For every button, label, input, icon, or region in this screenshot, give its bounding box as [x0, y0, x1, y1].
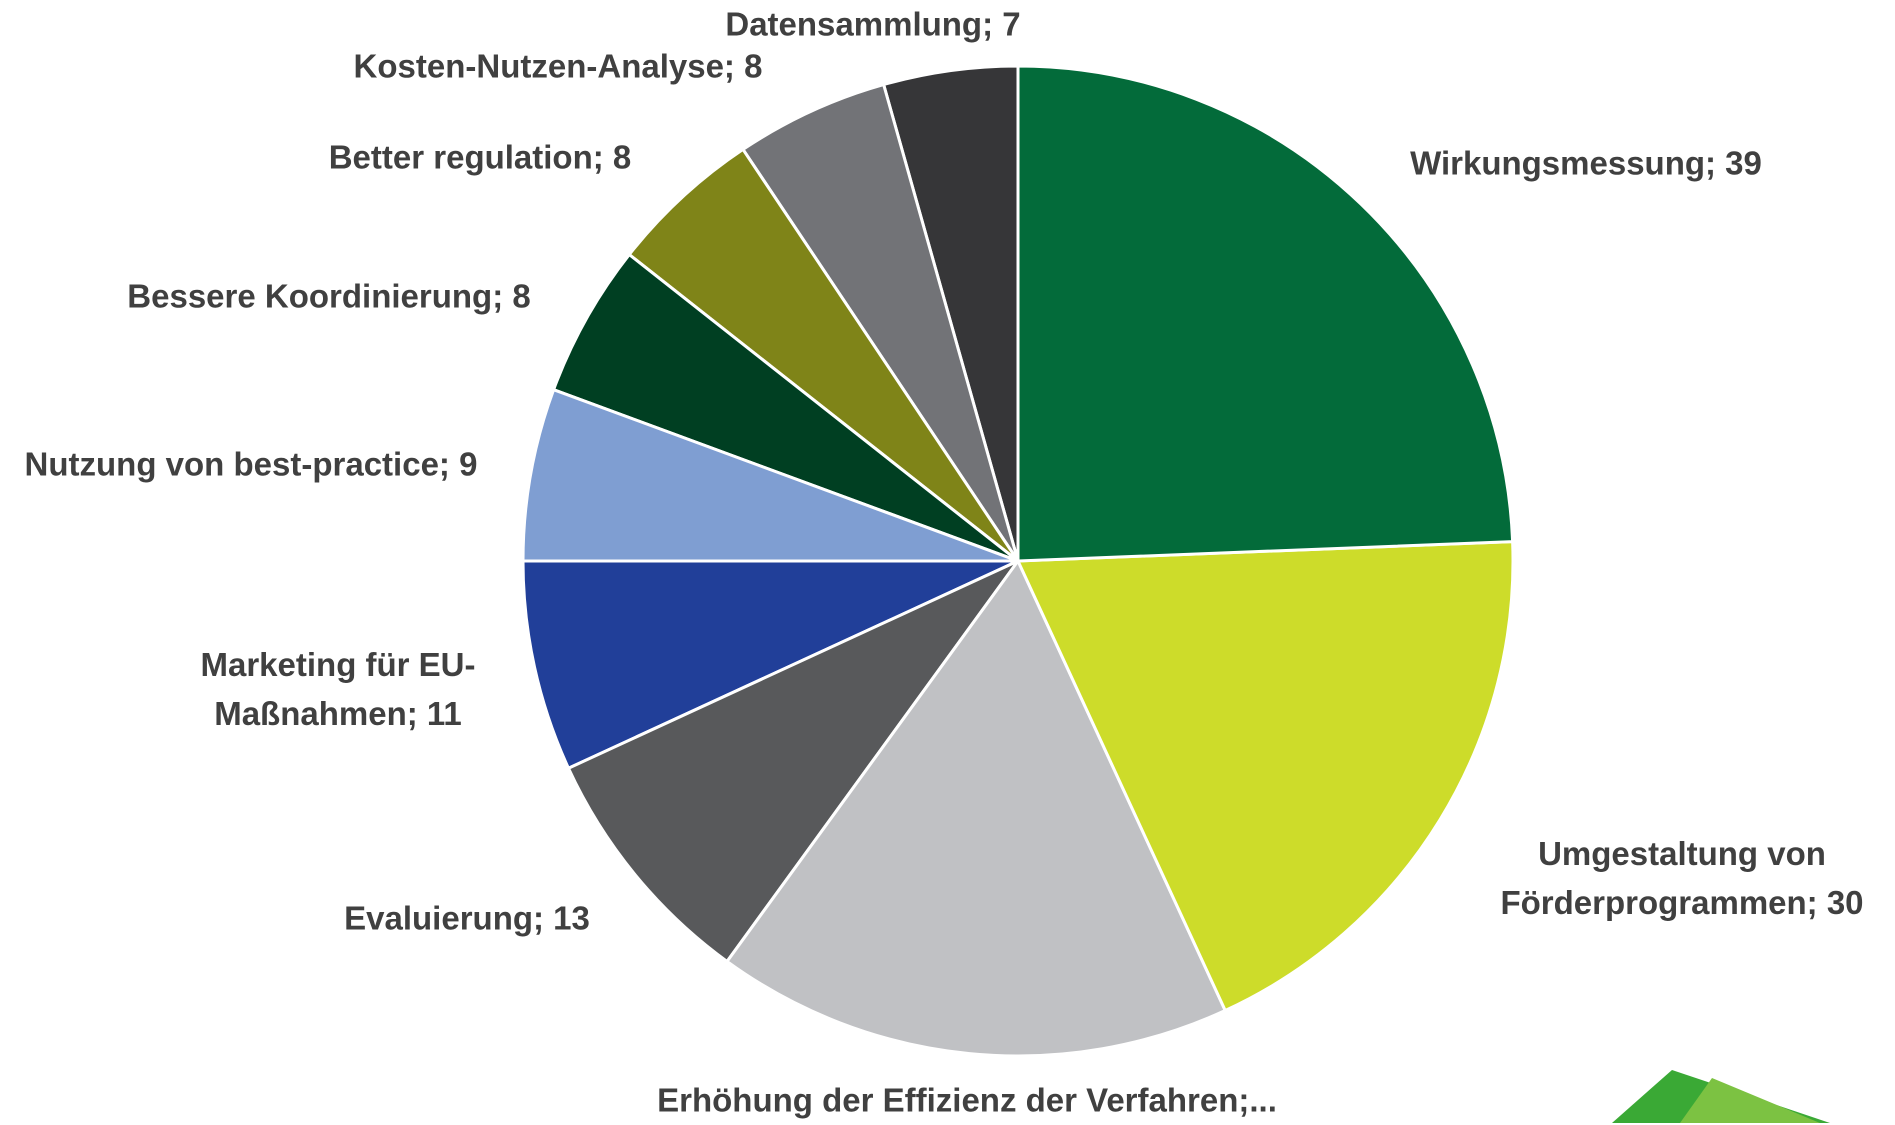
- logo: [1680, 1078, 1820, 1123]
- pie-slice: [551, 252, 1019, 563]
- pie-slice: [627, 147, 1020, 563]
- pie-slice: [566, 557, 1023, 964]
- data-label: Erhöhung der Effizienz der Verfahren;...: [657, 1081, 1277, 1119]
- data-label: Datensammlung; 7: [725, 5, 1021, 43]
- pie-slice: [521, 387, 1019, 563]
- pie-slice: [1015, 540, 1515, 1013]
- data-label: Better regulation; 8: [328, 138, 632, 176]
- pie-slice: [724, 558, 1228, 1058]
- data-label: Bessere Koordinierung; 8: [127, 277, 531, 315]
- data-label: Kosten-Nutzen-Analyse; 8: [353, 47, 763, 85]
- data-label: Umgestaltung von Förderprogrammen; 30: [1500, 835, 1864, 921]
- data-label: Evaluierung; 13: [344, 899, 590, 937]
- pie-slice: [521, 559, 1019, 771]
- pie-slice: [740, 82, 1020, 562]
- data-label: Wirkungsmessung; 39: [1410, 144, 1762, 182]
- data-label: Nutzung von best-practice; 9: [24, 445, 478, 483]
- pie-slice: [1016, 64, 1515, 563]
- data-label: Marketing für EU-Maßnahmen; 11: [200, 646, 476, 732]
